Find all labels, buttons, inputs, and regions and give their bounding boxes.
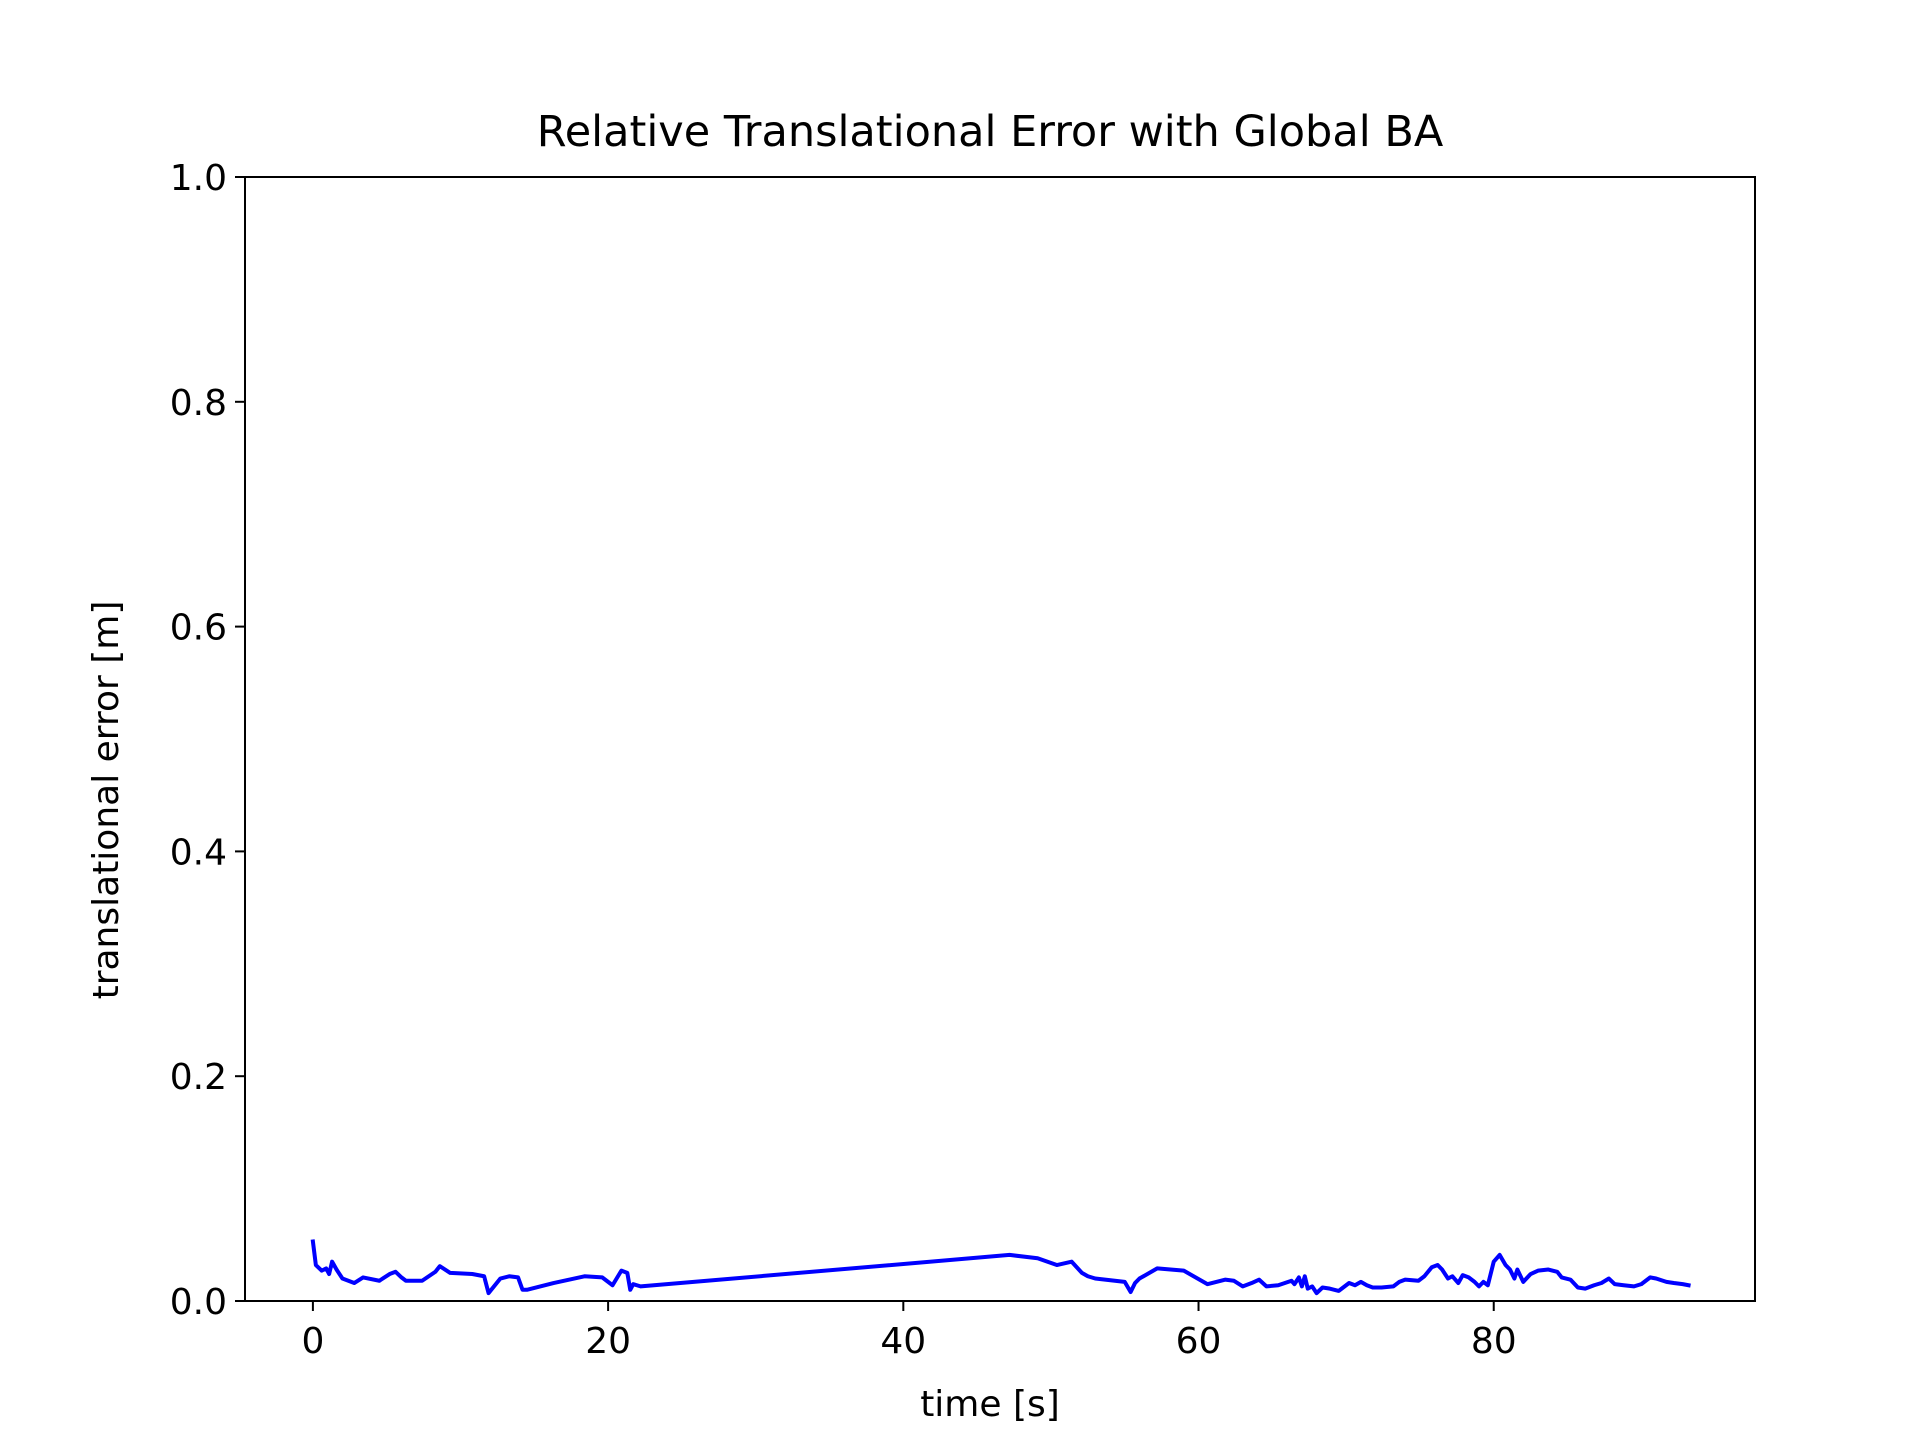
axes-frame (244, 176, 1756, 1302)
y-tick-label: 0.0 (170, 1282, 227, 1323)
y-tick-label: 0.8 (170, 383, 227, 424)
y-tick-label: 0.4 (170, 832, 227, 873)
x-tick-label: 40 (880, 1321, 926, 1362)
series-line-0 (310, 1239, 1691, 1296)
y-tick-label: 0.6 (170, 608, 227, 649)
x-tick-label: 60 (1176, 1321, 1222, 1362)
plot-area (244, 176, 1756, 1302)
x-axis-label: time [s] (920, 1384, 1060, 1425)
axis-ticks: 0 20 40 60 80 0.0 0.2 0.4 0.6 0.8 1.0 (170, 158, 1517, 1362)
x-tick-label: 0 (301, 1321, 324, 1362)
chart-title: Relative Translational Error with Global… (537, 107, 1444, 157)
x-tick-label: 20 (585, 1321, 631, 1362)
y-tick-label: 1.0 (170, 158, 227, 199)
y-axis-label: translational error [m] (86, 601, 127, 1000)
y-tick-label: 0.2 (170, 1057, 227, 1098)
x-tick-label: 80 (1471, 1321, 1517, 1362)
